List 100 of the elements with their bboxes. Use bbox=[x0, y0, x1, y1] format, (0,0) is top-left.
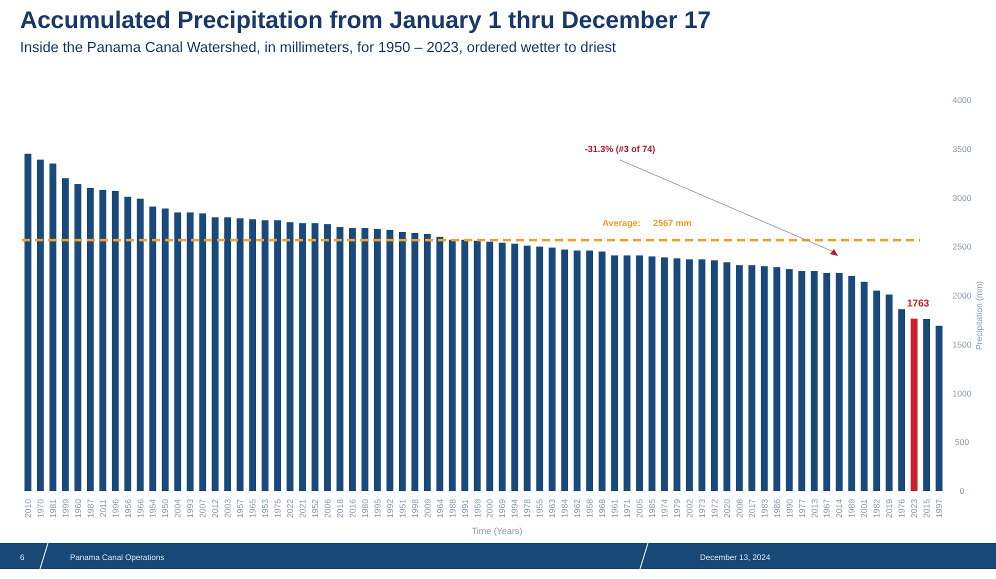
x-tick-label: 2003 bbox=[222, 498, 233, 518]
bar bbox=[162, 208, 169, 491]
x-tick-label: 1954 bbox=[148, 498, 158, 518]
text: December 13, 2024 bbox=[700, 553, 771, 562]
bar bbox=[336, 227, 344, 491]
x-tick-label: 2018 bbox=[334, 498, 345, 518]
bar bbox=[760, 266, 768, 491]
x-tick-label: 1961 bbox=[610, 498, 620, 518]
x-tick-label: 2019 bbox=[884, 498, 894, 518]
x-tick-label: 1957 bbox=[235, 498, 246, 518]
bar bbox=[324, 224, 331, 491]
x-tick-label: 1976 bbox=[896, 498, 907, 518]
bar bbox=[498, 242, 506, 491]
chart-subtitle: Inside the Panama Canal Watershed, in millimeters, for 1950 – 2023, ordered wetter to driest bbox=[20, 40, 616, 56]
bar bbox=[99, 190, 106, 491]
bar bbox=[574, 250, 581, 491]
x-tick-label: 1951 bbox=[397, 498, 408, 518]
bar bbox=[436, 236, 444, 491]
x-tick-label: 2000 bbox=[484, 498, 495, 518]
x-tick-label: 1960 bbox=[72, 498, 83, 518]
x-tick-label: 1959 bbox=[472, 498, 482, 518]
bar bbox=[536, 246, 544, 491]
bar bbox=[199, 213, 206, 491]
x-tick-label: 1988 bbox=[447, 498, 458, 518]
y-tick-label: 2500 bbox=[952, 242, 972, 252]
bar bbox=[748, 265, 756, 491]
x-tick-label: 1983 bbox=[759, 498, 770, 518]
text: 6 bbox=[20, 553, 25, 562]
bar bbox=[648, 256, 656, 491]
bar bbox=[674, 258, 680, 491]
bar bbox=[62, 178, 69, 491]
x-tick-label: 2013 bbox=[809, 498, 820, 518]
bar bbox=[349, 228, 356, 491]
bar bbox=[274, 220, 281, 491]
x-tick-label: 2007 bbox=[198, 498, 208, 518]
chart-title: Accumulated Precipitation from January 1 thru December 17 bbox=[20, 7, 711, 34]
y-axis-title: Precipitation (mm) bbox=[974, 280, 984, 350]
bar bbox=[736, 265, 743, 491]
bar bbox=[212, 217, 219, 491]
x-tick-label: 1987 bbox=[85, 498, 96, 518]
bar bbox=[186, 212, 194, 491]
y-tick-label: 2000 bbox=[952, 290, 972, 300]
x-tick-label: 1979 bbox=[672, 498, 682, 518]
bar bbox=[661, 257, 668, 491]
x-tick-label: 1965 bbox=[248, 498, 258, 518]
x-tick-label: 1981 bbox=[48, 498, 58, 518]
bar bbox=[411, 232, 418, 491]
x-tick-label: 1993 bbox=[185, 498, 196, 518]
bar bbox=[24, 154, 32, 491]
bar bbox=[486, 242, 494, 491]
x-tick-label: 1973 bbox=[696, 498, 707, 518]
y-tick-label: 4000 bbox=[952, 95, 972, 105]
bar bbox=[461, 240, 468, 491]
x-tick-label: 1996 bbox=[110, 498, 120, 518]
x-tick-label: 1989 bbox=[846, 498, 857, 518]
bar bbox=[710, 260, 718, 491]
x-tick-label: 1998 bbox=[410, 498, 420, 518]
bar bbox=[910, 318, 918, 491]
x-tick-label: 1962 bbox=[572, 498, 582, 518]
x-tick-label: 2023 bbox=[909, 498, 920, 518]
bar bbox=[548, 248, 556, 491]
y-tick-label: 1000 bbox=[952, 388, 972, 398]
y-tick-label: 3500 bbox=[952, 144, 972, 154]
x-tick-label: 1969 bbox=[497, 498, 508, 518]
x-tick-label: 2011 bbox=[98, 498, 108, 518]
bar bbox=[524, 246, 531, 491]
bar bbox=[361, 228, 368, 491]
bar bbox=[36, 160, 44, 491]
x-tick-label: 1964 bbox=[434, 498, 445, 518]
bar bbox=[312, 223, 318, 491]
y-tick-label: 1500 bbox=[952, 339, 972, 350]
x-tick-label: 2001 bbox=[859, 498, 870, 518]
bar bbox=[286, 222, 294, 491]
x-tick-label: 2014 bbox=[834, 498, 844, 518]
x-tick-label: 1974 bbox=[659, 498, 670, 518]
x-tick-label: 2012 bbox=[210, 498, 220, 518]
x-tick-label: 1994 bbox=[510, 498, 520, 518]
bar bbox=[124, 196, 132, 491]
data-label: 1763 bbox=[906, 298, 930, 310]
x-tick-label: 2004 bbox=[172, 498, 183, 518]
x-tick-label: 1968 bbox=[597, 498, 608, 518]
bar bbox=[398, 232, 406, 491]
x-tick-label: 2010 bbox=[22, 498, 33, 518]
bar bbox=[723, 262, 730, 491]
x-tick-label: 2008 bbox=[734, 498, 744, 518]
x-tick-label: 1980 bbox=[360, 498, 370, 518]
bar bbox=[823, 273, 830, 491]
bar bbox=[511, 244, 518, 491]
x-tick-label: 2016 bbox=[347, 498, 358, 518]
x-tick-label: 2002 bbox=[684, 498, 694, 518]
x-axis-title: Time (Years) bbox=[472, 526, 522, 536]
x-tick-label: 1950 bbox=[160, 498, 170, 518]
bar bbox=[112, 190, 119, 491]
x-tick-label: 1956 bbox=[122, 498, 133, 518]
x-tick-label: 1982 bbox=[872, 498, 882, 518]
bar bbox=[262, 220, 269, 491]
bar bbox=[598, 252, 606, 491]
bar bbox=[236, 218, 244, 491]
x-tick-label: 1986 bbox=[772, 498, 782, 518]
y-tick-label: 3000 bbox=[952, 192, 972, 203]
